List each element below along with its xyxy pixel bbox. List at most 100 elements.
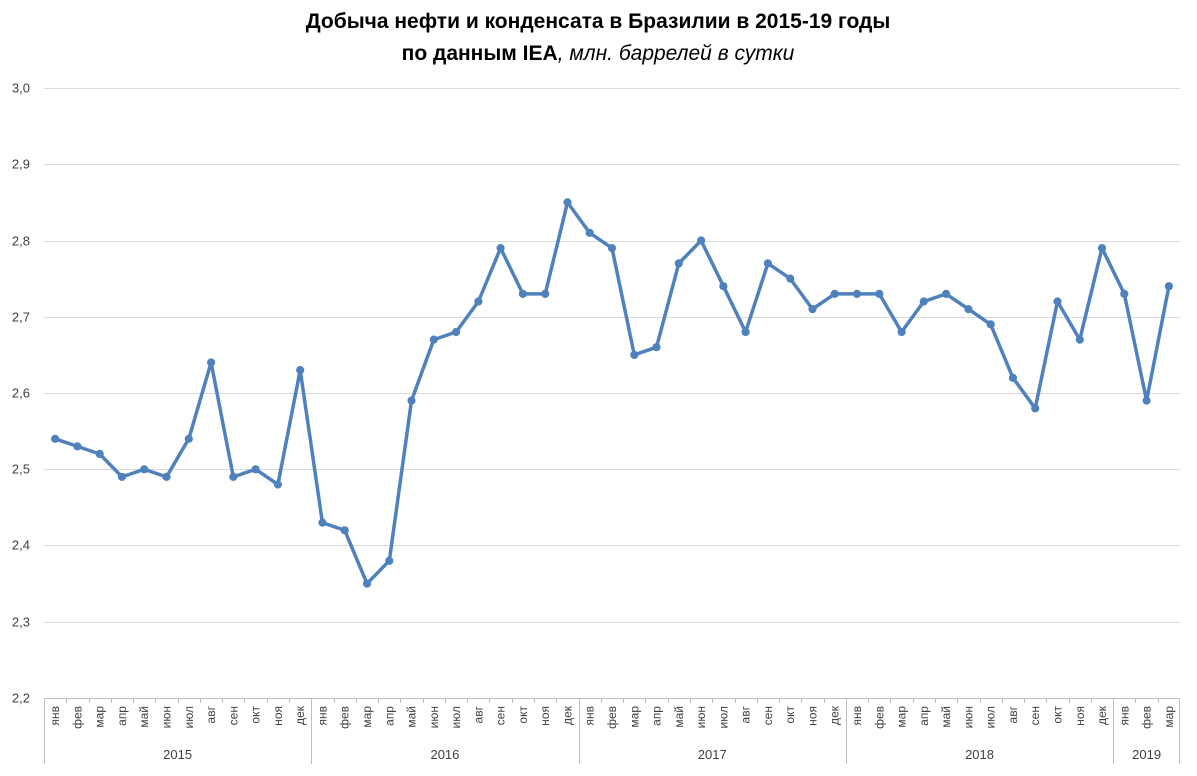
data-point (362, 579, 372, 588)
x-tick-label: апр (382, 706, 396, 726)
y-tick-label: 2,8 (12, 234, 30, 249)
x-tick-label: дек (1095, 705, 1109, 725)
data-point (318, 518, 327, 527)
data-point (1097, 244, 1107, 253)
x-tick-label: мар (93, 706, 107, 728)
data-point (697, 236, 706, 245)
x-axis: янв фев мар апр май июн июл авг сен окт ноя дек2015… (44, 698, 1180, 764)
chart-subtitle: по данным IEA, млн. баррелей в сутки (402, 42, 795, 65)
year-label: 2015 (163, 747, 192, 762)
x-tick-label: сен (1028, 706, 1042, 725)
data-point (117, 472, 127, 481)
x-tick-label: окт (516, 706, 530, 724)
x-tick-label: окт (783, 706, 797, 724)
y-tick-label: 2,7 (12, 310, 30, 325)
data-point (73, 442, 82, 451)
x-tick-label: окт (1050, 706, 1064, 724)
x-tick-label: июн (427, 706, 441, 728)
x-tick-label: апр (650, 706, 664, 726)
data-point (942, 289, 951, 298)
x-tick-label: дек (828, 705, 842, 725)
data-point (585, 228, 594, 237)
data-point (273, 480, 282, 489)
x-tick-label: апр (917, 706, 931, 726)
series-production (51, 198, 1174, 588)
x-tick-label: фев (872, 706, 886, 729)
data-point (897, 327, 906, 337)
data-point (474, 297, 483, 306)
x-tick-label: фев (338, 706, 352, 729)
x-tick-label: май (405, 706, 419, 728)
x-tick-label: авг (739, 705, 753, 723)
year-label: 2017 (698, 747, 727, 762)
data-point (875, 289, 884, 298)
data-point (741, 327, 750, 337)
x-tick-label: сен (494, 706, 508, 725)
x-tick-label: мар (895, 706, 909, 728)
data-point (1142, 396, 1151, 405)
data-point (51, 434, 60, 443)
year-label: 2016 (430, 747, 459, 762)
x-tick-label: ноя (271, 706, 285, 726)
data-point (95, 449, 104, 459)
data-point (1120, 289, 1129, 298)
x-tick-label: сен (761, 706, 775, 725)
x-tick-label: июн (961, 706, 975, 728)
data-point (607, 244, 617, 253)
x-tick-label: ноя (1073, 706, 1087, 726)
data-point (340, 526, 349, 535)
chart-title: Добыча нефти и конденсата в Бразилии в 2… (306, 10, 891, 33)
y-tick-label: 2,6 (12, 386, 30, 401)
x-tick-label: авг (471, 705, 485, 723)
data-point (1053, 297, 1062, 306)
data-point (719, 282, 728, 291)
y-tick-label: 2,5 (12, 462, 30, 477)
y-tick-label: 2,4 (12, 538, 30, 553)
x-tick-label: июн (160, 706, 174, 728)
data-point (964, 305, 973, 314)
x-tick-label: апр (115, 706, 129, 726)
y-axis: 2,2 2,3 2,4 2,5 2,6 2,7 2,8 2,9 3,0 (12, 81, 30, 706)
data-point (1075, 335, 1084, 344)
data-point (518, 289, 528, 298)
x-tick-label: янв (315, 706, 329, 726)
y-tick-label: 3,0 (12, 81, 30, 96)
data-point (852, 289, 862, 298)
y-tick-label: 2,9 (12, 157, 30, 172)
data-point (429, 335, 438, 344)
gridlines (44, 88, 1180, 699)
x-tick-label: июл (182, 706, 196, 728)
x-tick-label: дек (293, 705, 307, 725)
data-point (919, 297, 928, 306)
x-tick-label: май (939, 706, 953, 728)
data-point (786, 274, 795, 283)
data-point (407, 396, 416, 405)
x-tick-label: фев (70, 706, 84, 729)
data-point (652, 343, 661, 352)
data-point (184, 434, 193, 443)
x-tick-label: янв (48, 706, 62, 726)
x-tick-label: июл (984, 706, 998, 728)
data-point (541, 289, 550, 298)
x-tick-label: сен (226, 706, 240, 725)
data-point (251, 465, 260, 474)
data-point (1031, 404, 1040, 413)
data-point (986, 320, 995, 329)
x-tick-label: май (137, 706, 151, 728)
x-tick-label: июл (449, 706, 463, 728)
x-tick-label: ноя (538, 706, 552, 726)
data-point (496, 244, 505, 253)
data-point (630, 350, 639, 359)
data-point (207, 358, 216, 367)
year-label: 2019 (1132, 747, 1161, 762)
data-point (1164, 282, 1174, 291)
x-tick-label: авг (1006, 705, 1020, 723)
x-tick-label: июн (694, 706, 708, 728)
data-point (830, 289, 839, 298)
data-point (1008, 373, 1018, 382)
x-tick-label: май (672, 706, 686, 728)
subtitle-source: по данным IEA (402, 42, 558, 65)
y-tick-label: 2,3 (12, 615, 30, 630)
data-point (385, 556, 394, 565)
